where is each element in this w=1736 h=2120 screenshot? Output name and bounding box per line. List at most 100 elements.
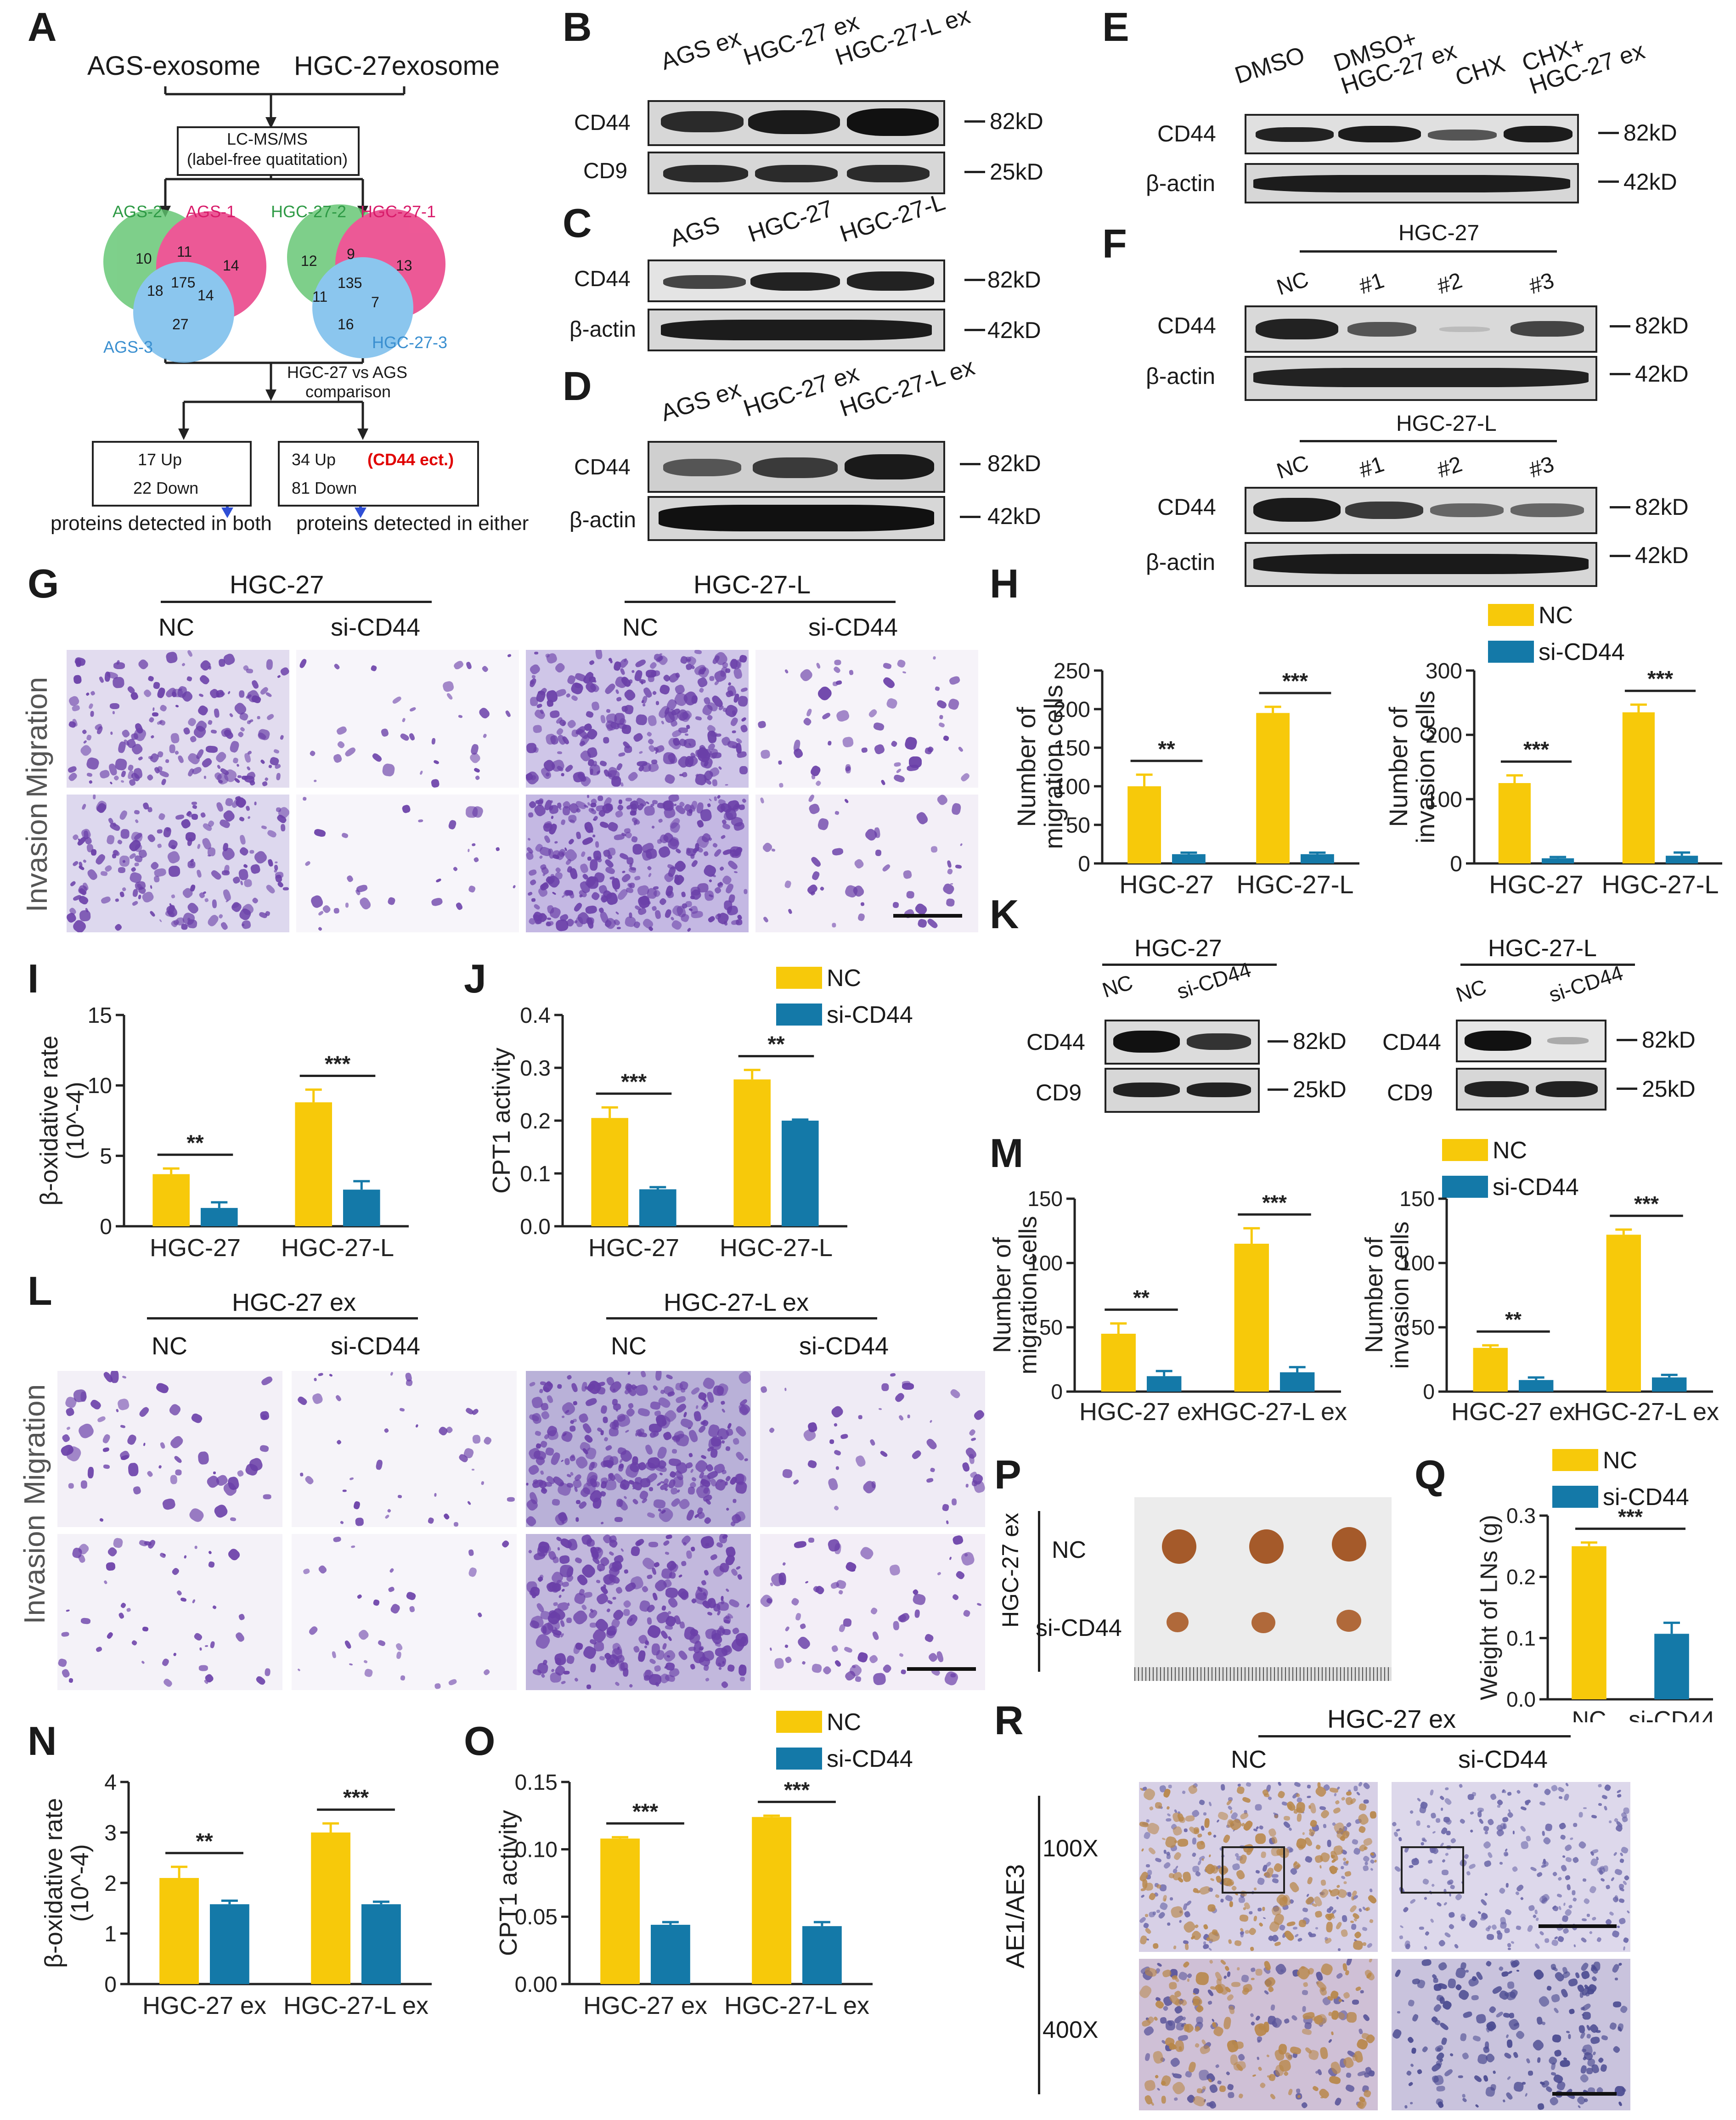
cell	[1334, 2097, 1342, 2107]
blot-f1-cd44	[1245, 305, 1597, 353]
lane-label: CHX+ HGC-27 ex	[1518, 31, 1648, 100]
cell	[1192, 1838, 1197, 1845]
cell	[664, 1487, 668, 1491]
cell	[806, 708, 813, 717]
cell	[1609, 1911, 1615, 1917]
bar	[1101, 1334, 1136, 1392]
cell	[165, 759, 169, 763]
ihc-si-400x	[1392, 1959, 1630, 2110]
venn-label: AGS-1	[186, 202, 236, 221]
cell	[132, 900, 139, 907]
cell	[902, 1382, 914, 1390]
band	[1511, 503, 1584, 517]
cell	[229, 713, 234, 718]
cell	[1432, 1831, 1436, 1834]
cell	[1507, 1943, 1512, 1948]
cell	[739, 724, 749, 733]
lymph-node-nc	[1332, 1527, 1366, 1562]
cell	[1144, 2052, 1150, 2062]
cell	[1476, 2013, 1487, 2024]
cell	[1499, 1861, 1503, 1865]
x-tick-label: HGC-27-L ex	[283, 1992, 428, 2019]
band	[755, 165, 838, 182]
cell	[1208, 2083, 1219, 2094]
cell	[531, 898, 536, 902]
cell	[546, 1394, 554, 1404]
cell	[72, 860, 79, 867]
cell	[784, 1387, 787, 1391]
band	[847, 165, 930, 182]
cell	[1156, 1962, 1163, 1968]
cell	[700, 1579, 707, 1586]
cell	[1353, 2050, 1364, 2064]
cell	[118, 1612, 125, 1620]
significance-label: **	[196, 1829, 213, 1854]
y-tick-label: 0.3	[520, 1056, 551, 1081]
cell	[208, 1561, 215, 1568]
cell	[924, 1633, 935, 1644]
cell	[247, 816, 251, 819]
cell	[79, 744, 93, 758]
cell	[700, 1454, 707, 1460]
cell	[849, 670, 854, 676]
cell	[380, 727, 389, 738]
cell	[1163, 1849, 1167, 1855]
group-bar	[625, 601, 896, 603]
cell	[930, 1467, 936, 1473]
cell	[733, 871, 738, 874]
y-axis-label: Number ofmigration cells	[988, 1216, 1042, 1374]
size-marker	[1610, 506, 1630, 508]
size-marker	[1268, 1088, 1288, 1091]
cell	[1263, 1917, 1266, 1920]
cell	[1437, 2100, 1445, 2109]
cell	[1327, 2038, 1332, 2043]
cell	[806, 1459, 817, 1469]
blot-e-actin	[1245, 163, 1579, 203]
band	[1253, 368, 1589, 387]
cell	[1257, 1907, 1262, 1911]
cell	[708, 798, 712, 801]
cell	[171, 1567, 180, 1576]
cell	[1537, 1995, 1551, 2008]
cell	[560, 819, 566, 826]
cell	[648, 1674, 662, 1686]
cell	[1557, 1786, 1565, 1793]
venn-number: 16	[338, 316, 354, 333]
group-bar-vertical	[1038, 1796, 1040, 2094]
lane-label: NC	[1274, 267, 1312, 300]
ihc-nc-400x	[1139, 1959, 1378, 2110]
cell	[840, 1433, 848, 1440]
cell	[401, 804, 411, 814]
cell	[1482, 1840, 1492, 1850]
cell	[943, 1670, 960, 1687]
cell	[1524, 1799, 1532, 1804]
cell	[1582, 1878, 1586, 1882]
cell	[1572, 1890, 1576, 1895]
ruler	[1134, 1667, 1392, 1681]
cell	[237, 1469, 245, 1478]
bar	[210, 1904, 249, 1984]
band	[1345, 502, 1423, 519]
cell	[1320, 1879, 1326, 1886]
cell	[1463, 1853, 1469, 1860]
cell	[1198, 1799, 1206, 1806]
micrograph-g-mig-nc	[67, 650, 289, 788]
cell	[1353, 1930, 1362, 1940]
cell	[1516, 1789, 1521, 1795]
cell	[622, 1599, 632, 1609]
cell	[739, 766, 748, 775]
cell	[733, 667, 744, 680]
cell	[1472, 2035, 1481, 2042]
cell	[635, 714, 648, 726]
cell	[549, 874, 555, 883]
cell	[131, 1639, 138, 1646]
cell	[676, 1587, 690, 1601]
cell	[1351, 1895, 1354, 1901]
cell	[648, 1541, 659, 1548]
cell	[1566, 1884, 1571, 1891]
cell	[1520, 1805, 1527, 1811]
row-label: β-actin	[1146, 549, 1216, 575]
bar	[201, 1208, 238, 1226]
cell	[1512, 2052, 1519, 2059]
cell	[1277, 1790, 1286, 1799]
